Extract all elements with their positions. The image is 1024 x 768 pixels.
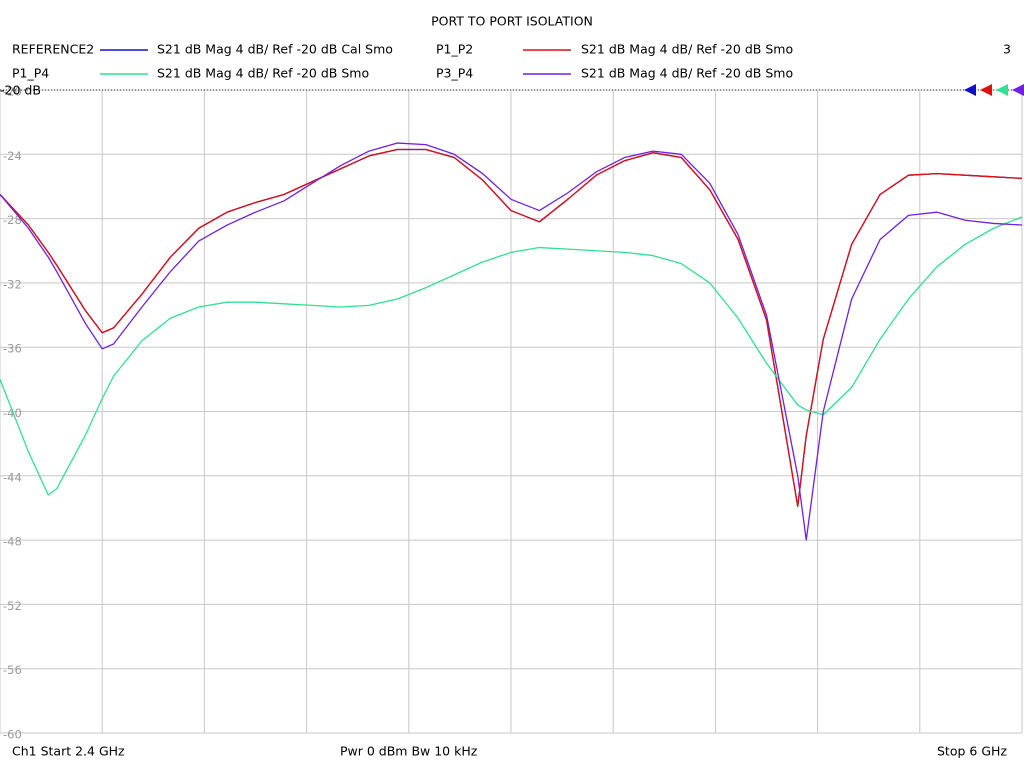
trace bbox=[0, 148, 1023, 507]
reference-label: -20 dB bbox=[0, 83, 41, 98]
legend-name: P3_P4 bbox=[436, 66, 473, 81]
legend-name: REFERENCE2 bbox=[12, 42, 94, 57]
footer-stop: Stop 6 GHz bbox=[937, 744, 1007, 759]
y-tick-label: -32 bbox=[3, 277, 22, 291]
footer-start: Ch1 Start 2.4 GHz bbox=[12, 744, 125, 759]
channel-number: 3 bbox=[1003, 42, 1011, 57]
legend-name: P1_P2 bbox=[436, 42, 473, 57]
legend-description: S21 dB Mag 4 dB/ Ref -20 dB Smo bbox=[581, 66, 793, 81]
y-tick-label: -28 bbox=[3, 213, 22, 227]
y-tick-label: -52 bbox=[3, 599, 22, 613]
y-tick-label: -60 bbox=[3, 728, 22, 742]
y-tick-label: -24 bbox=[3, 149, 22, 163]
trace bbox=[0, 142, 1023, 541]
chart-title: PORT TO PORT ISOLATION bbox=[431, 14, 593, 29]
y-tick-label: -56 bbox=[3, 663, 22, 677]
legend-description: S21 dB Mag 4 dB/ Ref -20 dB Cal Smo bbox=[157, 42, 393, 57]
y-tick-label: -48 bbox=[3, 535, 22, 549]
legend-name: P1_P4 bbox=[12, 66, 49, 81]
reference-marker bbox=[1012, 84, 1024, 96]
y-tick-label: -36 bbox=[3, 342, 22, 356]
trace bbox=[0, 216, 1023, 496]
footer-power: Pwr 0 dBm Bw 10 kHz bbox=[340, 744, 478, 759]
reference-marker bbox=[980, 84, 992, 96]
y-tick-label: -44 bbox=[3, 470, 22, 484]
y-tick-label: -40 bbox=[3, 406, 22, 420]
legend-description: S21 dB Mag 4 dB/ Ref -20 dB Smo bbox=[581, 42, 793, 57]
reference-marker bbox=[964, 84, 976, 96]
y-tick-label: -20 bbox=[3, 85, 22, 99]
reference-marker bbox=[996, 84, 1008, 96]
legend-description: S21 dB Mag 4 dB/ Ref -20 dB Smo bbox=[157, 66, 369, 81]
